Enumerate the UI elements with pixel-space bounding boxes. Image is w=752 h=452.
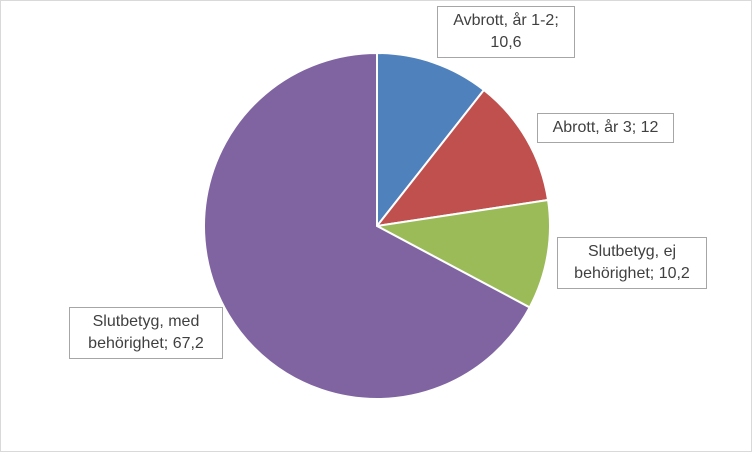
label-category: Abrott, år 3 xyxy=(552,119,632,136)
label-category: Slutbetyg, med behörighet xyxy=(88,313,200,352)
label-value: 10,6 xyxy=(490,34,522,51)
pie-slice xyxy=(373,198,551,309)
pie-slice xyxy=(376,51,486,229)
pie-slice xyxy=(203,51,531,400)
label-value: 10,2 xyxy=(658,265,690,282)
data-label: Slutbetyg, ej behörighet; 10,2 xyxy=(557,237,707,289)
label-category: Slutbetyg, ej behörighet xyxy=(574,243,677,282)
label-separator: ; xyxy=(631,119,641,136)
data-label: Slutbetyg, med behörighet; 67,2 xyxy=(69,307,223,359)
label-separator: ; xyxy=(163,335,173,352)
label-separator: ; xyxy=(554,12,559,29)
pie-slice xyxy=(374,88,550,228)
data-label: Avbrott, år 1-2; 10,6 xyxy=(437,6,575,58)
label-value: 67,2 xyxy=(172,335,204,352)
label-category: Avbrott, år 1-2 xyxy=(453,12,555,29)
label-value: 12 xyxy=(640,119,659,136)
data-label: Abrott, år 3; 12 xyxy=(537,113,674,143)
label-separator: ; xyxy=(649,265,659,282)
